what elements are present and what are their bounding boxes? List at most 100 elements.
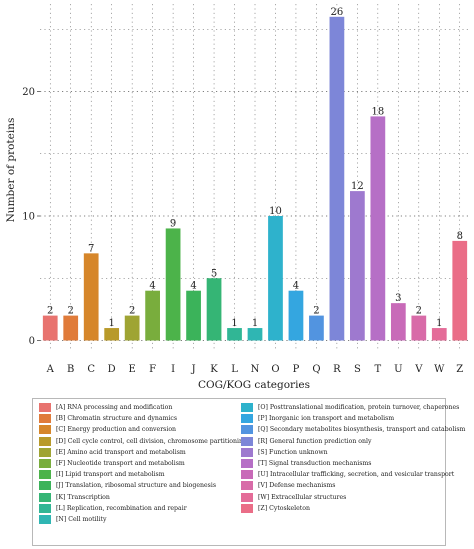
value-label-S: 12: [351, 181, 364, 192]
value-label-P: 4: [293, 281, 299, 292]
x-tick-label-D: D: [108, 364, 116, 375]
legend-label: [N] Cell motility: [56, 515, 107, 523]
legend-swatch: [39, 414, 51, 424]
y-tick-label: 20: [22, 87, 35, 98]
x-tick-label-B: B: [67, 364, 74, 375]
bar-U: [390, 303, 406, 341]
value-label-R: 26: [331, 7, 344, 18]
value-label-O: 10: [269, 206, 282, 217]
bar-B: [63, 315, 79, 341]
value-label-I: 9: [170, 218, 176, 229]
bar-A: [42, 315, 58, 341]
x-tick-label-F: F: [149, 364, 156, 375]
bar-Z: [452, 240, 468, 341]
legend-label: [L] Replication, recombination and repai…: [56, 504, 187, 512]
bar-O: [268, 216, 283, 341]
value-label-N: 1: [252, 318, 258, 329]
value-label-L: 1: [231, 318, 237, 329]
legend-label: [Z] Cytoskeleton: [258, 504, 310, 512]
legend-label: [E] Amino acid transport and metabolism: [56, 448, 186, 456]
x-tick-label-K: K: [210, 364, 218, 375]
legend-swatch: [39, 492, 51, 502]
x-tick-label-L: L: [231, 364, 238, 375]
x-tick-label-V: V: [414, 364, 423, 375]
bar-J: [186, 290, 201, 341]
legend-label: [I] Lipid transport and metabolism: [56, 471, 165, 479]
x-tick-label-O: O: [271, 364, 279, 375]
legend-swatch: [241, 414, 253, 424]
legend-swatch: [241, 458, 253, 468]
x-tick-label-T: T: [375, 364, 382, 375]
legend-swatch: [241, 481, 253, 491]
legend-swatch: [39, 514, 51, 524]
legend-swatch: [39, 481, 51, 491]
legend-swatch: [241, 425, 253, 435]
bar-Q: [309, 315, 324, 341]
y-tick-label: 10: [22, 212, 35, 223]
legend-label: [U] Intracellular trafficking, secretion…: [258, 471, 455, 479]
value-label-Q: 2: [313, 306, 319, 317]
legend-swatch: [241, 403, 253, 412]
axes: A B C D E F I J K L N O P Q R S T U V W Z 0 10 20: [22, 87, 463, 375]
bar-W: [431, 328, 447, 341]
legend-label: [T] Signal transduction mechanisms: [258, 459, 372, 467]
x-tick-label-Q: Q: [312, 364, 320, 375]
value-label-D: 1: [108, 318, 114, 329]
x-tick-label-Z: Z: [456, 364, 463, 375]
legend-swatch: [241, 436, 253, 446]
x-tick-label-I: I: [171, 364, 175, 375]
x-tick-label-J: J: [191, 364, 196, 375]
legend: [A] RNA processing and modification [B] C…: [32, 398, 465, 546]
legend-swatch: [39, 447, 51, 457]
x-tick-label-N: N: [251, 364, 260, 375]
legend-label: [D] Cell cycle control, cell division, c…: [56, 437, 247, 445]
value-label-A: 2: [47, 306, 53, 317]
legend-swatch: [39, 403, 51, 412]
legend-swatch: [39, 458, 51, 468]
x-axis-title: COG/KOG categories: [198, 379, 310, 391]
bar-R: [329, 16, 345, 341]
legend-label: [B] Chromatin structure and dynamics: [56, 415, 178, 423]
value-label-Z: 8: [457, 231, 463, 242]
legend-swatch: [39, 470, 51, 480]
bar-F: [145, 290, 160, 341]
legend-label: [J] Translation, ribosomal structure and…: [56, 482, 217, 490]
value-label-V: 2: [416, 306, 422, 317]
value-label-E: 2: [129, 306, 135, 317]
x-tick-label-W: W: [434, 364, 445, 375]
legend-label: [A] RNA processing and modification: [56, 404, 173, 411]
x-tick-label-P: P: [293, 364, 300, 375]
legend-label: [V] Defense mechanisms: [258, 482, 336, 490]
legend-label: [K] Transcription: [56, 493, 110, 501]
bar-D: [104, 328, 120, 341]
legend-swatch: [39, 503, 51, 513]
bar-P: [288, 290, 304, 341]
value-label-C: 7: [88, 243, 94, 254]
x-tick-label-S: S: [354, 364, 361, 375]
x-tick-label-E: E: [128, 364, 135, 375]
x-tick-label-A: A: [46, 364, 55, 375]
legend-label: [S] Function unknown: [258, 448, 328, 456]
x-tick-label-C: C: [87, 364, 95, 375]
bar-V: [411, 315, 427, 341]
legend-swatch: [241, 503, 253, 513]
legend-label: [R] General function prediction only: [258, 437, 372, 445]
value-label-W: 1: [436, 318, 442, 329]
legend-swatch: [241, 492, 253, 502]
legend-label: [Q] Secondary metabolites biosynthesis, …: [258, 426, 466, 434]
value-label-T: 18: [371, 106, 384, 117]
value-label-F: 4: [149, 281, 155, 292]
x-tick-label-U: U: [394, 364, 402, 375]
bar-S: [350, 191, 365, 341]
bar-N: [247, 328, 263, 341]
legend-label: [W] Extracellular structures: [258, 493, 347, 501]
value-label-K: 5: [211, 268, 217, 279]
bar-K: [206, 278, 222, 341]
y-tick-label: 0: [29, 336, 35, 347]
legend-swatch: [241, 470, 253, 480]
legend-swatch: [39, 425, 51, 435]
legend-label: [P] Inorganic ion transport and metaboli…: [258, 415, 395, 423]
